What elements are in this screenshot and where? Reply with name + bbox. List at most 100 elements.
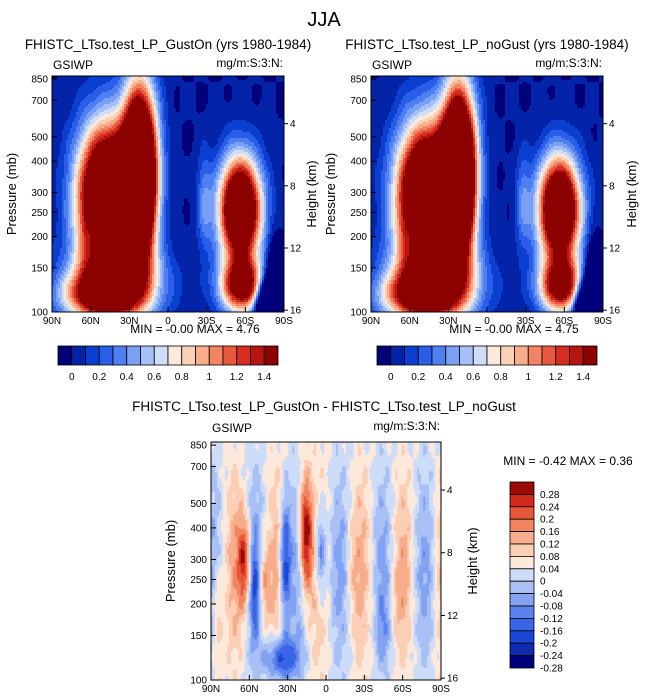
contour-cell bbox=[104, 128, 107, 131]
contour-cell bbox=[56, 114, 59, 117]
contour-cell bbox=[216, 128, 219, 131]
contour-cell bbox=[132, 102, 135, 105]
contour-cell bbox=[202, 114, 205, 117]
contour-cell bbox=[118, 126, 121, 129]
contour-cell bbox=[186, 102, 189, 105]
contour-cell bbox=[96, 132, 99, 135]
contour-cell bbox=[222, 100, 225, 103]
contour-cell bbox=[238, 88, 241, 91]
contour-cell bbox=[84, 86, 87, 89]
contour-cell bbox=[282, 106, 284, 109]
contour-cell bbox=[134, 86, 137, 89]
contour-cell bbox=[172, 118, 175, 121]
contour-cell bbox=[74, 82, 77, 85]
contour-cell bbox=[208, 90, 211, 93]
contour-cell bbox=[152, 132, 155, 135]
contour-cell bbox=[216, 106, 219, 109]
contour-cell bbox=[178, 126, 181, 129]
contour-cell bbox=[262, 118, 265, 121]
contour-cell bbox=[112, 104, 115, 107]
contour-cell bbox=[82, 100, 85, 103]
contour-cell bbox=[150, 128, 153, 131]
contour-cell bbox=[146, 108, 149, 111]
contour-cell bbox=[208, 78, 211, 81]
contour-cell bbox=[122, 116, 125, 119]
contour-cell bbox=[244, 88, 247, 91]
contour-cell bbox=[188, 128, 191, 131]
contour-cell bbox=[244, 120, 247, 123]
contour-cell bbox=[264, 108, 267, 111]
contour-cell bbox=[56, 122, 59, 125]
contour-cell bbox=[62, 76, 65, 79]
contour-cell bbox=[92, 90, 95, 93]
contour-cell bbox=[184, 118, 187, 121]
contour-cell bbox=[116, 122, 119, 125]
contour-cell bbox=[222, 98, 225, 101]
contour-cell bbox=[62, 122, 65, 125]
contour-cell bbox=[232, 122, 235, 125]
contour-cell bbox=[68, 100, 71, 103]
contour-cell bbox=[276, 106, 279, 109]
contour-cell bbox=[254, 94, 257, 97]
contour-cell bbox=[250, 110, 253, 113]
contour-cell bbox=[208, 106, 211, 109]
contour-cell bbox=[182, 128, 185, 131]
contour-cell bbox=[210, 108, 213, 111]
contour-cell bbox=[100, 118, 103, 121]
contour-cell bbox=[242, 104, 245, 107]
contour-cell bbox=[196, 122, 199, 125]
contour-cell bbox=[160, 100, 163, 103]
contour-cell bbox=[208, 128, 211, 131]
contour-cell bbox=[202, 128, 205, 131]
contour-cell bbox=[180, 126, 183, 129]
contour-cell bbox=[122, 110, 125, 113]
contour-cell bbox=[232, 104, 235, 107]
contour-cell bbox=[148, 108, 151, 111]
contour-cell bbox=[64, 100, 67, 103]
contour-cell bbox=[118, 92, 121, 95]
contour-cell bbox=[150, 92, 153, 95]
contour-cell bbox=[206, 130, 209, 133]
contour-cell bbox=[164, 120, 167, 123]
contour-cell bbox=[78, 126, 81, 129]
contour-cell bbox=[162, 114, 165, 117]
contour-cell bbox=[154, 126, 157, 129]
contour-cell bbox=[172, 110, 175, 113]
contour-cell bbox=[242, 114, 245, 117]
contour-cell bbox=[214, 128, 217, 131]
contour-cell bbox=[148, 102, 151, 105]
contour-cell bbox=[248, 102, 251, 105]
contour-cell bbox=[190, 104, 193, 107]
contour-cell bbox=[144, 88, 147, 91]
contour-cell bbox=[130, 132, 133, 135]
panel-1-right-label: mg/m:S:3:N: bbox=[216, 56, 283, 70]
contour-cell bbox=[154, 112, 157, 115]
contour-cell bbox=[222, 108, 225, 111]
contour-cell bbox=[60, 84, 63, 87]
contour-cell bbox=[98, 128, 101, 131]
contour-cell bbox=[260, 96, 263, 99]
contour-cell bbox=[68, 86, 71, 89]
contour-cell bbox=[72, 82, 75, 85]
contour-cell bbox=[258, 118, 261, 121]
contour-cell bbox=[200, 112, 203, 115]
contour-cell bbox=[146, 130, 149, 133]
contour-cell bbox=[132, 100, 135, 103]
contour-cell bbox=[278, 104, 281, 107]
contour-cell bbox=[70, 88, 73, 91]
contour-cell bbox=[68, 128, 71, 131]
contour-cell bbox=[76, 80, 79, 83]
contour-cell bbox=[86, 82, 89, 85]
contour-cell bbox=[76, 78, 79, 81]
contour-cell bbox=[106, 110, 109, 113]
contour-cell bbox=[96, 96, 99, 99]
contour-cell bbox=[92, 116, 95, 119]
contour-cell bbox=[74, 128, 77, 131]
contour-cell bbox=[152, 104, 155, 107]
contour-cell bbox=[96, 78, 99, 81]
contour-cell bbox=[130, 124, 133, 127]
contour-cell bbox=[200, 106, 203, 109]
contour-cell bbox=[98, 82, 101, 85]
contour-cell bbox=[104, 100, 107, 103]
contour-cell bbox=[148, 134, 151, 137]
